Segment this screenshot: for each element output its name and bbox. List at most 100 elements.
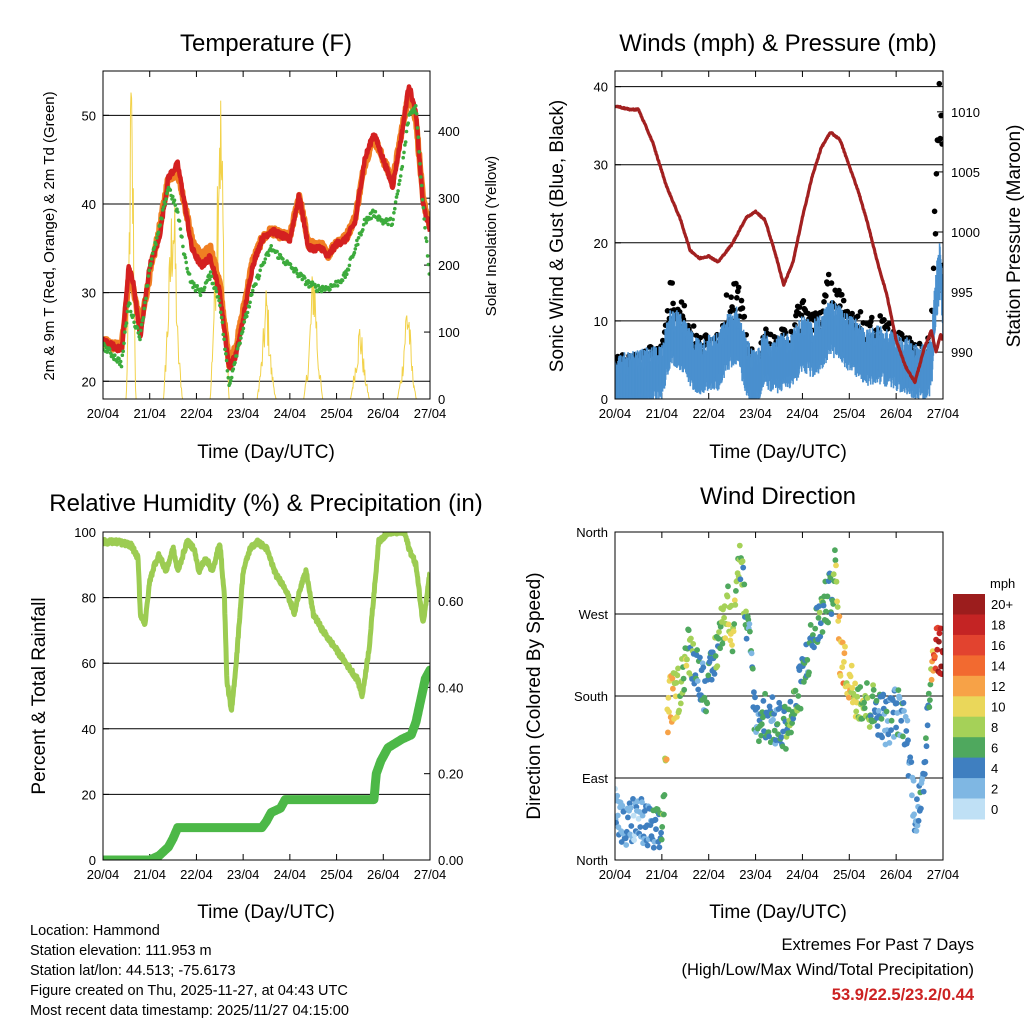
direction-point [922, 758, 929, 765]
dewpoint-point [121, 349, 125, 354]
y-tick-label: 80 [82, 591, 96, 606]
plot-frame [102, 531, 431, 861]
direction-point [635, 815, 642, 822]
direction-point [900, 733, 906, 740]
direction-point [630, 812, 637, 819]
dewpoint-points [103, 104, 430, 388]
gust-point [800, 298, 807, 304]
direction-point [708, 676, 715, 683]
dewpoint-point [144, 296, 148, 301]
dewpoint-point [392, 211, 396, 215]
direction-point [936, 638, 942, 645]
direction-point [673, 679, 680, 686]
y-right-tick-label: 990 [951, 345, 973, 360]
created-text: Figure created on Thu, 2025-11-27, at 04… [30, 983, 348, 999]
dewpoint-point [394, 195, 399, 199]
extremes-title: Extremes For Past 7 Days [781, 936, 974, 954]
y-right-tick-label: 0.60 [438, 594, 463, 609]
dewpoint-point [123, 324, 128, 328]
x-tick-label: 22/04 [180, 867, 213, 882]
direction-point [939, 649, 943, 656]
dewpoint-point [398, 178, 402, 183]
direction-point [804, 657, 811, 663]
colorbar-label: 16 [991, 638, 1005, 653]
colorbar-label: 6 [991, 740, 998, 755]
dewpoint-point [131, 313, 136, 318]
dewpoint-point [132, 320, 136, 325]
dewpoint-point [115, 360, 120, 364]
direction-point [904, 717, 911, 724]
direction-point [704, 700, 711, 707]
direction-point [725, 583, 731, 590]
humidity-precip-panel: Relative Humidity (%) & Precipitation (i… [29, 490, 483, 923]
colorbar-swatch [953, 655, 985, 677]
gust-point [823, 293, 829, 299]
direction-point [658, 836, 665, 843]
dewpoint-point [401, 155, 406, 160]
direction-point [719, 640, 726, 647]
x-tick-label: 24/04 [274, 867, 307, 882]
winds-ylabel: Sonic Wind & Gust (Blue, Black) [547, 100, 568, 372]
direction-point [789, 720, 795, 726]
dewpoint-point [214, 289, 219, 294]
gust-point [906, 335, 913, 341]
direction-point [776, 699, 783, 706]
direction-point [770, 716, 776, 723]
direction-point [866, 724, 873, 730]
plot-frame [614, 70, 944, 400]
precipitation-line [103, 665, 430, 860]
gust-point [844, 308, 851, 315]
dewpoint-point [217, 298, 221, 303]
direction-point [811, 644, 817, 651]
direction-point [861, 705, 868, 711]
relative-humidity-line [103, 532, 430, 713]
dewpoint-point [139, 322, 144, 327]
humidity-title: Relative Humidity (%) & Precipitation (i… [49, 490, 482, 517]
dewpoint-point [202, 288, 206, 292]
direction-point [703, 708, 709, 715]
dewpoint-point [352, 250, 357, 255]
colorbar-swatch [953, 757, 985, 779]
colorbar-label: 20+ [991, 597, 1013, 612]
dewpoint-point [154, 242, 158, 247]
dewpoint-point [414, 104, 418, 108]
dewpoint-point [245, 310, 250, 315]
dewpoint-point [160, 216, 164, 221]
direction-point [615, 792, 621, 799]
direction-point [748, 650, 755, 657]
wind-direction-ylabel: Direction (Colored By Speed) [524, 572, 545, 819]
station-info: Location: Hammond Station elevation: 111… [30, 921, 349, 1021]
direction-point [842, 643, 848, 650]
colorbar-swatch [953, 614, 985, 636]
dewpoint-point [150, 257, 154, 261]
dewpoint-point [171, 194, 175, 199]
dewpoint-point [275, 249, 279, 254]
y-tick-label: 60 [82, 656, 96, 671]
gust-point [825, 271, 832, 278]
x-tick-label: 20/04 [599, 406, 632, 421]
direction-point [907, 754, 914, 761]
direction-point [743, 635, 750, 642]
direction-point [765, 729, 772, 735]
direction-point [762, 690, 768, 697]
direction-point [774, 721, 781, 727]
direction-point [637, 824, 644, 830]
dewpoint-point [418, 162, 422, 166]
gust-point [912, 342, 918, 348]
direction-point [870, 687, 877, 693]
direction-point [658, 829, 664, 836]
dewpoint-point [269, 244, 274, 248]
direction-point [846, 694, 852, 701]
plot-frame [102, 70, 431, 400]
gust-point [930, 265, 937, 272]
direction-point [724, 593, 731, 600]
dewpoint-point [107, 347, 112, 352]
dewpoint-point [353, 247, 358, 251]
dewpoint-point [250, 292, 254, 297]
dewpoint-point [262, 260, 267, 265]
direction-point [790, 715, 797, 722]
dewpoint-point [403, 140, 408, 144]
dewpoint-point [211, 281, 215, 286]
direction-point [841, 659, 847, 665]
